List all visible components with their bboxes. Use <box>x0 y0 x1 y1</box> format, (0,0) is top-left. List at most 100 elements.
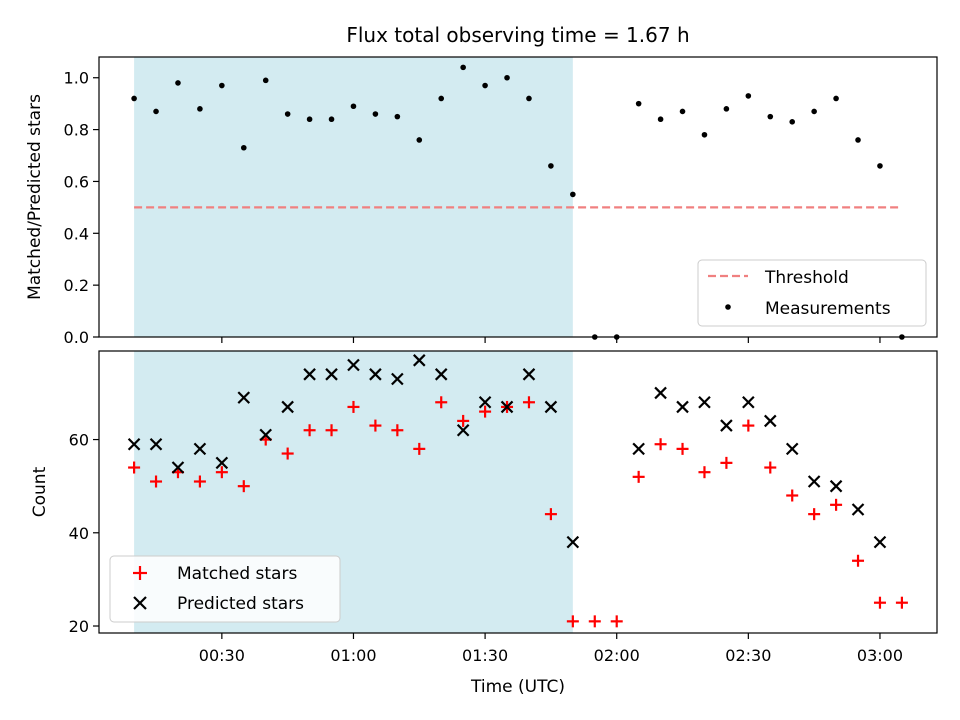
predicted-star-point <box>193 442 207 456</box>
legend-threshold-label: Threshold <box>764 268 849 288</box>
measurement-point <box>394 113 401 120</box>
measurement-point <box>219 82 225 89</box>
measurement-point <box>723 106 730 112</box>
measurement-point <box>438 95 445 102</box>
predicted-star-point <box>259 428 273 442</box>
predicted-star-point <box>566 535 580 549</box>
predicted-star-point <box>698 395 711 409</box>
top-y-tick-label: 0.2 <box>64 276 89 295</box>
predicted-star-point <box>851 503 865 516</box>
top-y-tick-label: 0.6 <box>64 172 89 191</box>
predicted-star-point <box>369 368 382 381</box>
predicted-star-point <box>785 442 799 456</box>
predicted-star-point <box>237 391 251 404</box>
matched-star-point <box>237 480 250 493</box>
measurement-point <box>416 137 423 143</box>
measurement-point <box>745 93 752 99</box>
matched-star-point <box>895 596 908 609</box>
matched-star-point <box>281 447 294 460</box>
matched-star-point <box>413 442 426 455</box>
measurement-points <box>131 64 905 340</box>
legend-measurements-label: Measurements <box>765 299 891 319</box>
predicted-star-point <box>215 456 229 470</box>
matched-star-point <box>742 419 755 432</box>
matched-star-point <box>215 466 228 479</box>
measurement-point <box>635 100 642 107</box>
measurement-point <box>767 113 774 120</box>
count-points <box>127 354 908 628</box>
matched-star-point <box>522 396 535 409</box>
predicted-star-point <box>478 395 492 409</box>
matched-star-point <box>764 461 777 474</box>
matched-star-point <box>830 498 843 511</box>
matched-star-point <box>544 508 557 521</box>
measurement-point <box>526 95 532 102</box>
predicted-star-point <box>281 400 294 414</box>
x-tick-label: 02:00 <box>594 646 640 665</box>
measurement-point <box>789 119 796 125</box>
measurement-point <box>548 163 554 169</box>
measurement-point <box>855 137 861 143</box>
top-y-tick-label: 0.0 <box>64 328 89 347</box>
matched-star-point <box>128 461 141 474</box>
bottom-legend-box <box>109 555 341 623</box>
legend-matched-swatch <box>133 566 147 580</box>
predicted-star-point <box>434 368 448 381</box>
predicted-star-point <box>456 423 470 437</box>
legend-predicted-swatch <box>133 596 147 610</box>
predicted-star-point <box>171 461 185 474</box>
matched-star-point <box>347 400 360 413</box>
bottom-y-tick-label: 60 <box>69 431 89 450</box>
matched-star-point <box>566 615 579 628</box>
top-legend-box <box>697 259 927 327</box>
measurement-point <box>482 82 488 89</box>
matched-star-point <box>150 475 163 488</box>
measurement-point <box>657 116 664 123</box>
x-tick-label: 01:00 <box>330 646 376 665</box>
predicted-star-point <box>149 437 163 451</box>
measurement-point <box>833 95 839 102</box>
legend-measurements-swatch <box>725 304 731 310</box>
matched-star-point <box>369 419 382 432</box>
x-axis-label: Time (UTC) <box>470 677 565 697</box>
matched-star-point <box>808 508 821 521</box>
matched-star-point <box>457 414 470 427</box>
predicted-star-point <box>763 414 777 428</box>
measurement-point <box>460 64 466 71</box>
matched-star-point <box>632 470 645 483</box>
measurement-point <box>877 163 883 169</box>
measurement-point <box>197 106 203 112</box>
measurement-point <box>284 111 291 117</box>
predicted-star-point <box>829 479 843 493</box>
matched-star-point <box>873 596 886 609</box>
matched-star-point <box>676 442 689 455</box>
measurement-point <box>306 116 313 123</box>
predicted-star-point <box>544 400 558 414</box>
matched-star-point <box>303 424 316 437</box>
measurement-point <box>328 116 335 123</box>
bottom-axes-frame <box>98 350 938 634</box>
measurement-point <box>504 74 510 81</box>
chart-title: Flux total observing time = 1.67 h <box>346 23 689 47</box>
matched-star-point <box>654 438 667 451</box>
bottom-y-tick-label: 20 <box>69 617 89 636</box>
bottom-legend: Matched stars Predicted stars <box>109 555 341 623</box>
measurement-point <box>350 103 357 110</box>
predicted-star-point <box>522 368 536 381</box>
measurement-point <box>701 131 708 138</box>
measurement-point <box>175 80 181 86</box>
matched-star-point <box>435 396 448 409</box>
predicted-star-point <box>742 395 755 409</box>
predicted-star-point <box>720 419 733 432</box>
predicted-star-point <box>127 437 141 451</box>
matched-star-point <box>479 405 492 418</box>
top-y-tick-label: 1.0 <box>64 69 89 88</box>
predicted-star-point <box>413 354 426 367</box>
predicted-star-point <box>391 372 404 386</box>
predicted-star-point <box>303 368 316 381</box>
x-tick-label: 00:30 <box>199 646 245 665</box>
matched-star-point <box>193 475 206 488</box>
predicted-star-point <box>325 368 338 381</box>
legend-predicted-label: Predicted stars <box>177 594 304 614</box>
predicted-star-point <box>873 535 887 549</box>
